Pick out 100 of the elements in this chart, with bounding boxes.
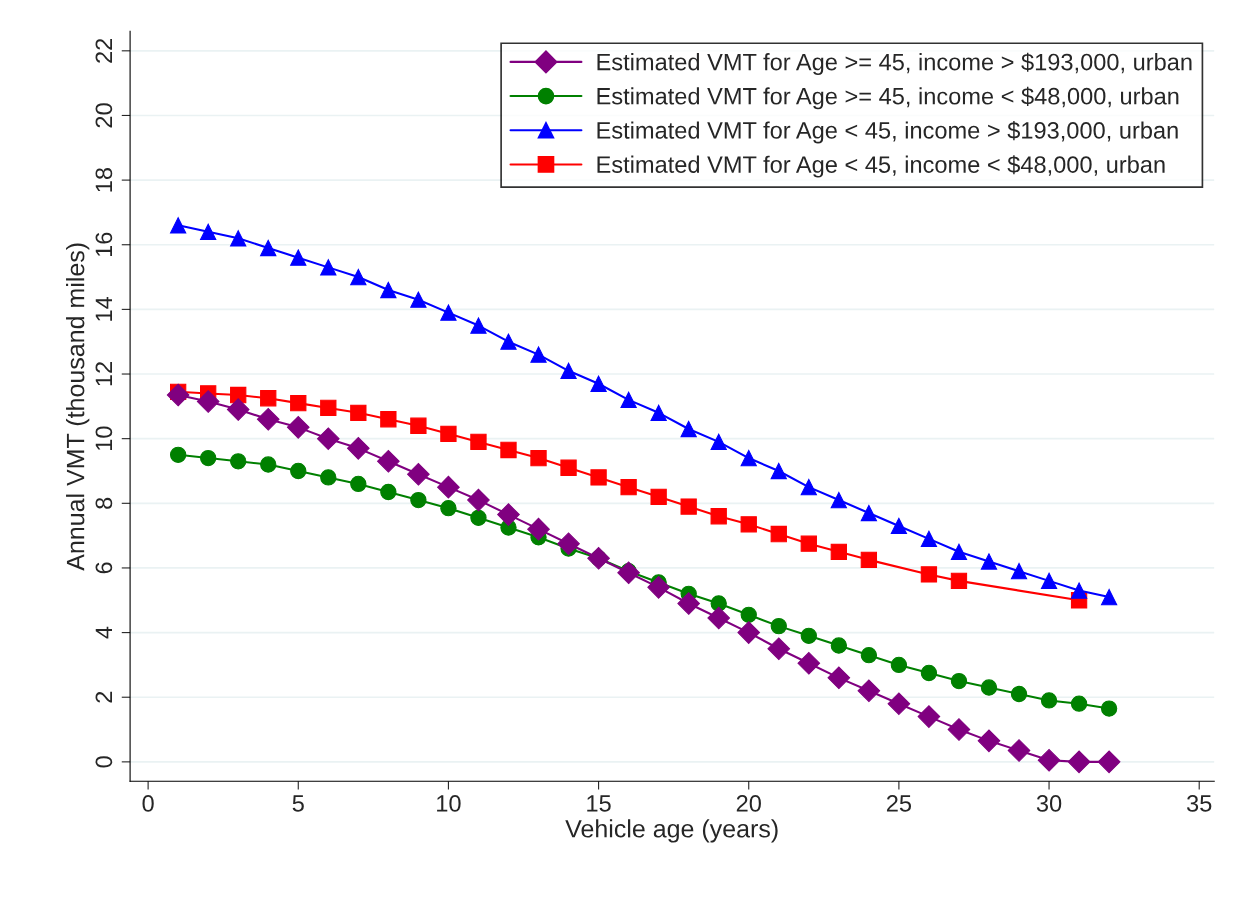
point: [200, 449, 217, 467]
point: [290, 462, 307, 480]
point: [920, 664, 938, 682]
y-tick-label: 14: [95, 296, 112, 321]
x-tick-label: 10: [437, 795, 461, 812]
point: [290, 394, 307, 412]
y-tick-label: 6: [95, 562, 113, 574]
point: [860, 551, 878, 569]
x-tick-label: 20: [736, 795, 761, 812]
point: [380, 483, 397, 501]
point: [440, 425, 457, 442]
point: [226, 398, 250, 421]
point: [740, 449, 757, 467]
point: [347, 437, 370, 460]
point: [256, 407, 280, 431]
y-tick-label: 2: [95, 691, 112, 703]
y-tick-label: 22: [95, 38, 112, 63]
y-tick-label: 0: [95, 756, 113, 768]
point: [470, 433, 487, 451]
point: [470, 317, 487, 334]
y-tick-label: 4: [95, 626, 112, 639]
x-axis-title: Vehicle age (years): [565, 819, 778, 843]
point: [350, 268, 367, 286]
point: [827, 666, 851, 690]
point: [710, 433, 727, 451]
y-tick-label: 16: [95, 232, 113, 257]
point: [1100, 588, 1118, 606]
x-tick-label: 5: [292, 795, 304, 812]
point: [710, 508, 727, 525]
x-tick-label: 0: [142, 795, 154, 812]
point: [677, 592, 700, 615]
point: [260, 239, 277, 257]
point: [830, 543, 847, 560]
point: [680, 420, 697, 438]
legend-label: Estimated VMT for Age >= 45, income > $193,000, urban: [597, 52, 1192, 76]
point: [950, 572, 968, 590]
point: [830, 491, 847, 509]
point: [617, 561, 640, 585]
point: [920, 566, 938, 583]
point: [260, 390, 277, 407]
point: [200, 223, 217, 240]
point: [860, 504, 878, 522]
legend-label: Estimated VMT for Age >= 45, income < $48,000, urban: [597, 86, 1179, 110]
point: [316, 427, 340, 450]
point: [500, 441, 517, 459]
point: [740, 606, 757, 623]
point: [737, 621, 761, 644]
point: [980, 553, 998, 570]
point: [470, 509, 487, 527]
y-tick-label: 18: [95, 168, 113, 192]
point: [1010, 685, 1028, 703]
point: [797, 651, 821, 675]
point: [770, 462, 787, 480]
legend-label: Estimated VMT for Age < 45, income > $193,000, urban: [597, 121, 1178, 144]
point: [770, 525, 787, 543]
point: [467, 488, 490, 512]
point: [230, 230, 247, 247]
point: [917, 705, 941, 728]
point: [527, 517, 550, 541]
point: [320, 399, 337, 417]
x-tick-label: 35: [1186, 795, 1212, 812]
point: [770, 617, 787, 635]
point: [650, 404, 667, 421]
point: [977, 729, 1001, 753]
point: [857, 679, 881, 703]
legend-label: Estimated VMT for Age < 45, income < $48,000, urban: [597, 155, 1165, 178]
point: [286, 416, 310, 439]
point: [680, 498, 697, 515]
point: [1040, 572, 1058, 590]
point: [947, 718, 971, 741]
y-tick-label: 8: [95, 497, 113, 509]
point: [1097, 750, 1121, 774]
point: [890, 517, 908, 535]
point: [320, 469, 337, 486]
point: [260, 456, 277, 473]
point: [410, 291, 427, 308]
point: [800, 627, 817, 644]
point: [950, 672, 968, 690]
point: [380, 411, 397, 428]
point: [980, 679, 998, 696]
x-tick-label: 15: [587, 795, 611, 812]
point: [169, 217, 187, 234]
y-tick-label: 10: [95, 426, 113, 450]
point: [590, 375, 607, 392]
point: [830, 637, 847, 654]
point: [440, 304, 457, 321]
point: [407, 462, 430, 486]
point: [196, 390, 220, 413]
point: [800, 478, 817, 496]
point: [920, 530, 938, 548]
point: [377, 449, 400, 473]
point: [860, 647, 878, 664]
point: [320, 259, 337, 276]
point: [590, 469, 607, 486]
point: [767, 637, 791, 661]
point: [650, 488, 667, 505]
point: [887, 692, 911, 716]
point: [166, 383, 190, 407]
point: [560, 362, 577, 379]
point: [230, 453, 247, 470]
